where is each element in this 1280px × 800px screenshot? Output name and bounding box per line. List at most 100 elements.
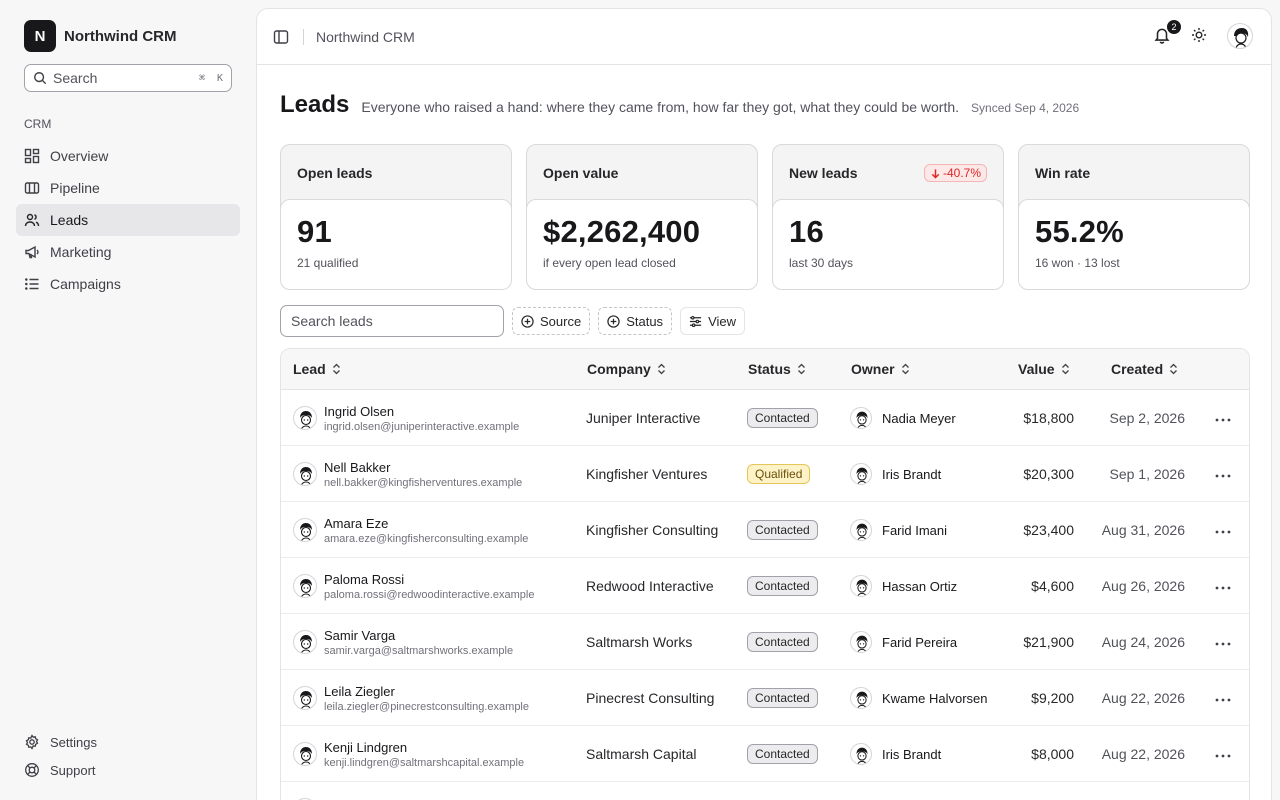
notifications-button[interactable]: 2 — [1153, 19, 1182, 46]
lead-name[interactable]: Paloma Rossi — [324, 571, 405, 587]
column-label: Value — [1018, 361, 1055, 377]
row-actions-button[interactable] — [1215, 745, 1231, 763]
stat-card-title: Open leads — [297, 165, 373, 181]
company-name: Saltmarsh Works — [586, 634, 693, 650]
sidebar-item-marketing[interactable]: Marketing — [16, 236, 240, 268]
sidebar: N Northwind CRM Search ⌘ K CRM Overview … — [0, 0, 256, 800]
stat-card-value: $2,262,400 — [543, 214, 701, 249]
sidebar-toggle-button[interactable] — [271, 27, 291, 47]
theme-toggle-button[interactable] — [1191, 27, 1209, 45]
stat-cards: Open leads 91 21 qualified Open value $2… — [280, 144, 1250, 290]
column-label: Company — [587, 361, 651, 377]
lead-name[interactable]: Ingrid Olsen — [324, 403, 395, 419]
status-badge: Contacted — [747, 576, 818, 596]
owner-avatar — [850, 519, 872, 541]
lead-avatar — [293, 686, 317, 710]
column-header-status[interactable]: Status — [748, 361, 806, 377]
source-filter-button[interactable]: Source — [512, 307, 591, 335]
sort-icon — [1170, 363, 1178, 375]
created-date: Aug 31, 2026 — [1101, 522, 1185, 538]
breadcrumb[interactable]: Northwind CRM — [316, 28, 415, 45]
brand[interactable]: N Northwind CRM — [24, 20, 176, 52]
users-icon — [24, 213, 40, 227]
chip-label: Source — [540, 313, 582, 329]
table-row[interactable]: Leila Ziegler leila.ziegler@pinecrestcon… — [281, 670, 1249, 726]
column-header-value[interactable]: Value — [1018, 361, 1070, 377]
avatar-illustration — [856, 523, 868, 540]
lead-name[interactable]: Amara Eze — [324, 515, 389, 531]
stat-card-note: if every open lead closed — [543, 256, 676, 270]
delta-value: -40.7% — [942, 166, 981, 180]
table-row[interactable]: Paloma Castellanos — [281, 782, 1249, 800]
owner-name: Nadia Meyer — [882, 410, 956, 426]
table-row[interactable]: Nell Bakker nell.bakker@kingfisherventur… — [281, 446, 1249, 502]
table-row[interactable]: Paloma Rossi paloma.rossi@redwoodinterac… — [281, 558, 1249, 614]
lead-value: $23,400 — [1023, 522, 1074, 538]
row-actions-button[interactable] — [1215, 409, 1231, 427]
user-avatar[interactable] — [1227, 23, 1253, 49]
table-body: Ingrid Olsen ingrid.olsen@juniperinterac… — [281, 390, 1249, 800]
row-actions-button[interactable] — [1215, 521, 1231, 539]
sidebar-item-pipeline[interactable]: Pipeline — [16, 172, 240, 204]
table-header: Lead Company Status Owner Value Created — [281, 349, 1249, 390]
sort-icon — [797, 363, 805, 375]
sort-icon — [901, 363, 909, 375]
company-name: Saltmarsh Capital — [586, 746, 697, 762]
lead-name[interactable]: Leila Ziegler — [324, 683, 395, 699]
avatar-illustration — [300, 467, 312, 485]
search-icon — [34, 72, 47, 85]
avatar-illustration — [856, 467, 868, 484]
stat-card-open-value: Open value $2,262,400 if every open lead… — [526, 144, 758, 290]
status-filter-button[interactable]: Status — [598, 307, 673, 335]
bell-icon — [1154, 28, 1170, 44]
company-name: Redwood Interactive — [586, 578, 714, 594]
owner-name: Farid Imani — [882, 522, 948, 538]
stat-card-title: New leads — [789, 165, 858, 181]
lead-avatar — [293, 406, 317, 430]
sidebar-search[interactable]: Search ⌘ K — [24, 64, 232, 92]
sidebar-item-campaigns[interactable]: Campaigns — [16, 268, 240, 300]
stat-card-title: Open value — [543, 165, 619, 181]
owner-avatar — [850, 575, 872, 597]
avatar-illustration — [856, 691, 868, 708]
table-row[interactable]: Amara Eze amara.eze@kingfisherconsulting… — [281, 502, 1249, 558]
lead-name[interactable]: Nell Bakker — [324, 459, 391, 475]
topbar-actions: 2 — [1153, 19, 1253, 49]
created-date: Sep 1, 2026 — [1109, 466, 1185, 482]
column-header-owner[interactable]: Owner — [851, 361, 910, 377]
created-date: Aug 24, 2026 — [1101, 634, 1185, 650]
column-header-created[interactable]: Created — [1111, 361, 1178, 377]
view-options-button[interactable]: View — [680, 307, 746, 335]
table-row[interactable]: Kenji Lindgren kenji.lindgren@saltmarshc… — [281, 726, 1249, 782]
divider — [303, 28, 304, 45]
row-actions-button[interactable] — [1215, 577, 1231, 595]
stat-card-note: 21 qualified — [297, 256, 359, 270]
table-row[interactable]: Ingrid Olsen ingrid.olsen@juniperinterac… — [281, 390, 1249, 446]
sidebar-item-settings[interactable]: Settings — [16, 728, 240, 756]
status-badge: Contacted — [747, 688, 818, 708]
lead-name[interactable]: Samir Varga — [324, 627, 396, 643]
lead-email: leila.ziegler@pinecrestconsulting.exampl… — [324, 700, 529, 713]
status-badge: Qualified — [747, 464, 811, 484]
sidebar-item-support[interactable]: Support — [16, 756, 240, 784]
row-actions-button[interactable] — [1215, 633, 1231, 651]
column-header-lead[interactable]: Lead — [293, 361, 341, 377]
created-date: Aug 26, 2026 — [1101, 578, 1185, 594]
sidebar-item-leads[interactable]: Leads — [16, 204, 240, 236]
page-title: Leads — [280, 91, 350, 118]
lead-name[interactable]: Kenji Lindgren — [324, 739, 408, 755]
more-horizontal-icon — [1215, 418, 1231, 422]
list-icon — [24, 278, 39, 290]
table-row[interactable]: Samir Varga samir.varga@saltmarshworks.e… — [281, 614, 1249, 670]
sidebar-item-overview[interactable]: Overview — [16, 140, 240, 172]
column-header-company[interactable]: Company — [587, 361, 666, 377]
lead-search-input[interactable]: Search leads — [280, 305, 504, 337]
row-actions-button[interactable] — [1215, 689, 1231, 707]
stat-card-note: 16 won · 13 lost — [1035, 256, 1120, 270]
page-header: Leads Everyone who raised a hand: where … — [280, 91, 1079, 119]
sidebar-toggle-icon — [273, 29, 289, 44]
row-actions-button[interactable] — [1215, 465, 1231, 483]
overview-grid-icon — [24, 148, 40, 164]
owner-avatar — [850, 463, 872, 485]
company-name: Kingfisher Ventures — [586, 466, 708, 482]
